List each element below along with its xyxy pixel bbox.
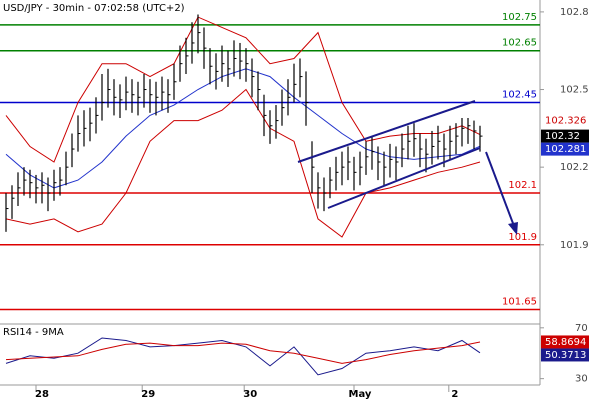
x-tick-label: 2 [451,389,458,400]
y-tick-label: 102.8 [560,7,589,18]
value-box-label: 50.3713 [545,350,586,361]
value-box-label: 58.8694 [545,337,586,348]
level-label: 101.9 [508,232,537,243]
overlay-line [5,16,481,163]
x-tick-label: 28 [35,389,49,400]
channel [297,100,518,235]
level-label: 102.45 [502,89,537,100]
y-tick-label: 30 [575,374,588,385]
rsi-line [5,341,481,364]
x-tick-label: 30 [243,389,257,400]
level-label: 102.75 [502,12,537,23]
value-box [541,142,589,156]
overlay-line [5,88,481,238]
y-tick-label: 101.9 [560,240,589,251]
value-box-label: 102.32 [545,131,580,142]
rsi-title: RSI14 - 9MA [3,327,64,338]
forecast-arrow [485,151,515,227]
y-tick-label: 102.5 [560,85,589,96]
y-tick-label: 102.2 [560,162,589,173]
value-box [541,129,589,143]
chart-title: USD/JPY - 30min - 07:02:58 (UTC+2) [3,3,185,14]
level-label: 102.65 [502,38,537,49]
value-box-label: 102.281 [545,144,586,155]
level-label: 102.1 [508,180,537,191]
rsi-line [5,337,481,376]
plot-area: 102.75 102.65 102.45 102.1 101.9 101.65 [0,11,544,392]
channel-lower [327,147,481,209]
level-label: 101.65 [502,296,537,307]
value-box-label: 102.326 [545,116,586,127]
channel-upper [297,100,476,163]
value-box [541,348,589,362]
arrow-head [508,222,518,235]
value-box [541,335,589,349]
value-box [541,114,589,128]
x-tick-label: 29 [141,389,155,400]
x-tick-label: May [349,389,372,400]
y-tick-label: 70 [575,323,588,334]
